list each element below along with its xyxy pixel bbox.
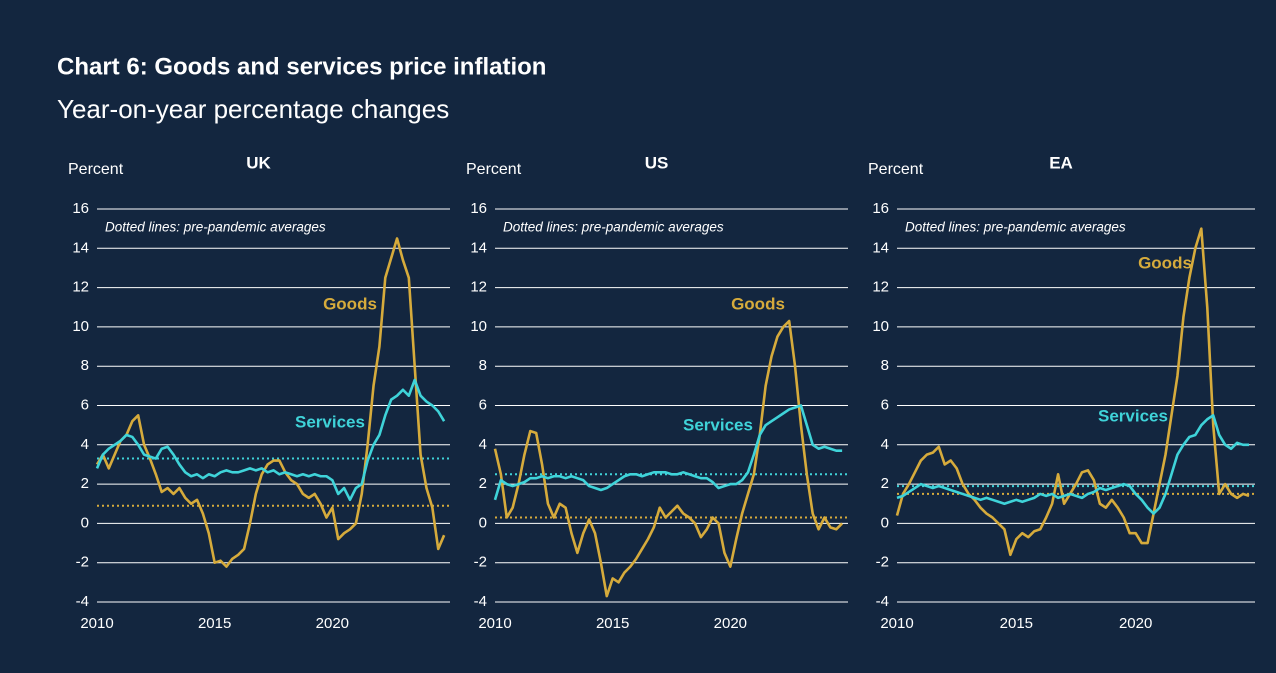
x-tick-label: 2010 (478, 615, 511, 632)
series-line (493, 404, 843, 501)
y-tick-label: 0 (881, 514, 889, 531)
y-tick-label: 4 (881, 436, 889, 453)
y-tick-label: 2 (81, 475, 89, 492)
series-label: Goods (1138, 253, 1192, 272)
series-line (95, 237, 446, 568)
x-tick-label: 2020 (1119, 615, 1152, 632)
series-label: Goods (323, 294, 377, 313)
y-tick-label: -4 (474, 593, 487, 610)
x-tick-label: 2010 (80, 615, 113, 632)
x-tick-label: 2010 (880, 615, 913, 632)
y-tick-label: -4 (876, 593, 889, 610)
y-tick-label: 4 (81, 436, 89, 453)
annotation: Dotted lines: pre-pandemic averages (905, 220, 1126, 235)
y-axis-label: Percent (868, 161, 924, 178)
series-line (896, 414, 1250, 515)
y-tick-label: 8 (81, 357, 89, 374)
y-tick-label: 8 (881, 357, 889, 374)
y-tick-label: 16 (872, 200, 889, 217)
x-tick-label: 2015 (596, 615, 629, 632)
y-tick-label: 14 (872, 239, 889, 256)
y-tick-label: 6 (881, 396, 889, 413)
series-line (95, 378, 446, 502)
y-axis-label: Percent (68, 161, 124, 178)
y-tick-label: -2 (474, 554, 487, 571)
annotation: Dotted lines: pre-pandemic averages (503, 220, 724, 235)
y-tick-label: 16 (470, 200, 487, 217)
y-tick-label: 14 (72, 239, 89, 256)
x-tick-label: 2015 (198, 615, 231, 632)
series-label: Services (1098, 406, 1168, 425)
series-label: Services (683, 415, 753, 434)
y-tick-label: -2 (876, 554, 889, 571)
y-tick-label: 2 (479, 475, 487, 492)
y-tick-label: 10 (72, 318, 89, 335)
y-tick-label: 6 (479, 396, 487, 413)
series-line (895, 227, 1250, 557)
y-tick-label: -4 (76, 593, 89, 610)
series-label: Goods (731, 294, 785, 313)
y-tick-label: 10 (470, 318, 487, 335)
series-line (493, 319, 844, 598)
series-label: Services (295, 412, 365, 431)
y-tick-label: -2 (76, 554, 89, 571)
y-tick-label: 14 (470, 239, 487, 256)
y-tick-label: 0 (81, 514, 89, 531)
x-tick-label: 2020 (316, 615, 349, 632)
x-tick-label: 2015 (1000, 615, 1033, 632)
page-subtitle: Year-on-year percentage changes (57, 94, 449, 124)
annotation: Dotted lines: pre-pandemic averages (105, 220, 326, 235)
panel-title: UK (246, 153, 271, 172)
y-tick-label: 2 (881, 475, 889, 492)
y-tick-label: 6 (81, 396, 89, 413)
y-tick-label: 12 (872, 279, 889, 296)
y-tick-label: 8 (479, 357, 487, 374)
y-tick-label: 0 (479, 514, 487, 531)
panel-title: US (645, 153, 669, 172)
x-tick-label: 2020 (714, 615, 747, 632)
y-tick-label: 4 (479, 436, 487, 453)
y-tick-label: 12 (72, 279, 89, 296)
y-axis-label: Percent (466, 161, 522, 178)
panel-title: EA (1049, 153, 1073, 172)
y-tick-label: 10 (872, 318, 889, 335)
y-tick-label: 16 (72, 200, 89, 217)
page-title: Chart 6: Goods and services price inflat… (57, 53, 546, 80)
y-tick-label: 12 (470, 279, 487, 296)
